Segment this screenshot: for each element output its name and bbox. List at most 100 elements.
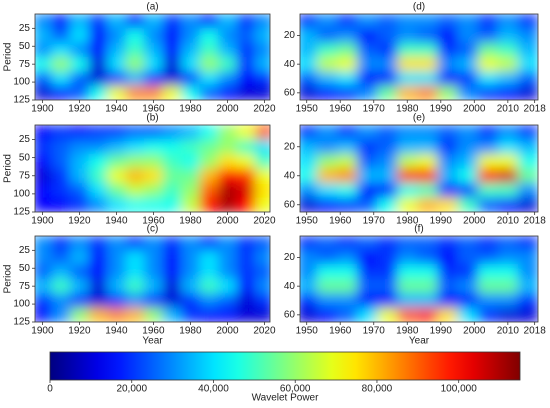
heat-cell [316,139,338,155]
y-tick-label: 100 [13,189,30,200]
heat-cell [125,71,145,87]
heat-cell [397,57,418,72]
heat-cell [457,168,479,184]
heat-cell [35,85,53,100]
heat-cell [316,307,338,322]
heat-cell [199,57,219,72]
heat-cell [316,183,338,198]
colorbar-tick-label: 0 [47,384,53,395]
heat-cell [88,250,108,266]
heat-cell [144,125,164,140]
heat-cell [107,71,127,87]
heat-cell [70,250,90,266]
heat-cell [218,264,238,280]
heat-cell [397,236,418,251]
heat-cell [437,197,459,212]
heat-cell [236,168,256,184]
heat-cell [300,14,318,29]
heat-cell [88,154,108,169]
heat-cell [144,168,164,184]
heat-cell [70,183,90,198]
x-tick-label: 2000 [463,104,486,115]
heat-cell [199,236,219,251]
heat-cell [125,183,145,198]
heat-cell [236,14,256,29]
heat-cell [181,42,201,58]
heat-cell [162,293,182,309]
panel-title: (b) [146,113,158,124]
heatmap [35,236,270,322]
heat-cell [356,14,378,29]
heat-cell [35,183,53,198]
panel-title: (a) [146,2,158,13]
heat-cell [107,168,127,184]
heat-cell [51,197,71,212]
heat-cell [255,197,270,212]
heat-cell [417,168,438,184]
heat-cell [517,236,538,251]
panel-title: (f) [414,224,423,235]
x-tick-label: 1950 [296,104,319,115]
heat-cell [477,264,499,280]
heat-cell [125,139,145,155]
heat-cell [218,125,238,140]
heat-cell [255,279,270,294]
heat-cell [457,28,479,44]
heat-cell [316,279,338,294]
heat-cell [199,125,219,140]
heat-cell [316,293,338,309]
heat-cell [255,307,270,322]
heat-cell [477,250,499,266]
heat-cell [218,14,238,29]
colorbar-tick-label: 40,000 [198,384,229,395]
heat-cell [181,139,201,155]
heat-cell [144,28,164,44]
heat-cell [236,28,256,44]
heat-cell [107,85,127,100]
heat-cell [255,28,270,44]
x-tick-label: 1990 [430,216,453,227]
x-tick-label: 1960 [329,326,352,337]
heat-cell [162,42,182,58]
y-tick-label: 75 [19,59,31,70]
heat-cell [236,125,256,140]
x-tick-label: 1900 [31,104,54,115]
heat-cell [199,154,219,169]
heat-cell [162,183,182,198]
heat-cell [162,125,182,140]
heat-cell [162,154,182,169]
heat-cell [88,197,108,212]
heat-cell [377,125,398,140]
heat-cell [218,236,238,251]
heat-cell [517,42,538,58]
heat-cell [107,139,127,155]
heat-cell [300,71,318,87]
heat-cell [300,183,318,198]
heat-cell [497,42,519,58]
heat-cell [181,183,201,198]
heat-cell [437,85,459,100]
heat-cell [517,85,538,100]
heat-cell [356,71,378,87]
heat-cell [356,125,378,140]
heat-cell [397,14,418,29]
heat-cell [336,154,358,169]
heat-cell [144,307,164,322]
heat-cell [125,279,145,294]
heat-cell [397,183,418,198]
cells [35,14,270,100]
heat-cell [70,85,90,100]
heat-cell [162,168,182,184]
heat-cell [316,250,338,266]
heat-cell [144,85,164,100]
y-tick-label: 50 [19,41,31,52]
heat-cell [35,279,53,294]
heat-cell [107,264,127,280]
heat-cell [356,168,378,184]
heat-cell [417,71,438,87]
y-tick-label: 40 [284,170,296,181]
heat-cell [377,85,398,100]
heat-cell [236,139,256,155]
heat-cell [88,307,108,322]
heat-cell [336,250,358,266]
